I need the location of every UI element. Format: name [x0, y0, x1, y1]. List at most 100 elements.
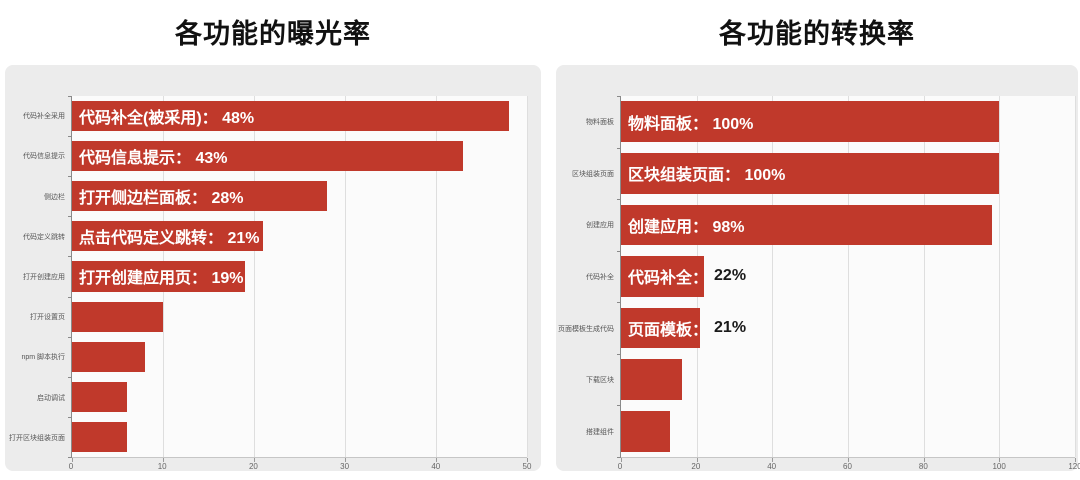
- x-axis-tick: [527, 458, 528, 462]
- chart-title: 各功能的曝光率: [175, 19, 371, 49]
- x-tick-label: 60: [843, 462, 852, 471]
- bar-row: 创建应用： 98%: [621, 199, 1075, 251]
- bar-row: 代码信息提示： 43%: [72, 136, 527, 176]
- bar-annotation: 创建应用： 98%: [628, 199, 744, 251]
- x-axis-tick: [848, 458, 849, 462]
- y-axis-label: 下载区块: [586, 377, 614, 385]
- gridline: [436, 96, 437, 457]
- x-axis-tick: [345, 458, 346, 462]
- x-axis-tick: [1075, 458, 1076, 462]
- y-axis-tick: [617, 96, 621, 97]
- y-axis-tick: [68, 96, 72, 97]
- y-axis-tick: [68, 176, 72, 178]
- bar: [621, 410, 671, 452]
- x-tick-label: 30: [340, 462, 350, 471]
- bar-annotation: 代码补全： 22%: [628, 251, 746, 303]
- y-axis-label: 打开区块组装页面: [9, 434, 65, 442]
- annotation-label: 创建应用： 98%: [628, 218, 745, 236]
- y-axis-tick: [68, 336, 72, 338]
- annotation-label: 打开侧边栏面板： 28%: [79, 190, 244, 208]
- bar: [72, 421, 127, 452]
- y-axis-label: 启动调试: [37, 394, 65, 402]
- bar-row: 打开创建应用页： 19%: [72, 256, 527, 296]
- x-axis-tick: [621, 458, 622, 462]
- annotation-label: 打开创建应用页： 19%: [79, 270, 244, 288]
- x-axis-labels: 0 10 20 30 40 50: [69, 462, 532, 474]
- gridline: [772, 96, 774, 457]
- y-axis-label: 搭建组件: [586, 429, 614, 437]
- annotation-label: 代码补全：: [628, 270, 709, 288]
- bar: [621, 307, 701, 349]
- x-axis-tick: [923, 458, 925, 462]
- y-axis-tick: [617, 405, 621, 407]
- y-axis-tick: [68, 256, 72, 258]
- gridline: [345, 96, 346, 457]
- x-axis-tick: [696, 458, 698, 462]
- x-axis-tick: [254, 458, 255, 462]
- chart-title: 各功能的转换率: [719, 19, 915, 49]
- plot-area: 物料面板： 100% 区块组装页面： 100% 创建应用： 98% 代码补全： 22% 页…: [617, 96, 1076, 462]
- bar-row: [72, 297, 527, 337]
- bar-row: 页面模板： 21%: [621, 302, 1075, 354]
- gridline: [923, 96, 925, 457]
- bar: [72, 221, 264, 252]
- bar: [621, 204, 992, 246]
- chart-panel: 物料面板 区块组装页面 创建应用 代码补全 页面模板生成代码 下载区块 搭建组件 物料面板：…: [556, 65, 1080, 474]
- y-axis-tick: [68, 457, 72, 458]
- y-axis-tick: [68, 416, 72, 418]
- gridline: [527, 96, 528, 457]
- gridline: [999, 96, 1001, 457]
- bar: [72, 101, 509, 132]
- x-tick-label: 20: [691, 462, 701, 471]
- bar: [72, 341, 145, 372]
- y-axis-label: 代码定义跳转: [23, 233, 65, 241]
- y-axis-tick: [617, 147, 621, 149]
- x-tick-label: 40: [431, 462, 441, 471]
- y-axis-tick: [617, 457, 621, 458]
- x-axis-tick: [72, 458, 73, 462]
- bar-annotation: 代码信息提示： 43%: [79, 136, 227, 176]
- x-axis-tick: [163, 458, 164, 462]
- y-axis-label: 物料面板: [586, 118, 614, 126]
- bar-annotation: 物料面板： 100%: [628, 96, 753, 148]
- bar-row: [72, 377, 527, 417]
- x-tick-label: 40: [767, 462, 777, 471]
- bar-row: 点击代码定义跳转： 21%: [72, 216, 527, 256]
- x-tick-label: 80: [918, 462, 928, 471]
- bar-annotation: 打开创建应用页： 19%: [79, 256, 243, 296]
- y-axis-label: 代码补全采用: [23, 113, 65, 121]
- gridline: [848, 96, 849, 457]
- exposure-rate-chart: 各功能的曝光率 代码补全采用 代码信息提示 侧边栏 代码定义跳转 打开创建应用 打开设置页…: [5, 0, 541, 480]
- x-tick-label: 20: [248, 462, 258, 471]
- bar-annotation: 区块组装页面： 100%: [628, 148, 785, 200]
- y-axis-tick: [68, 376, 72, 378]
- bar-row: 区块组装页面： 100%: [621, 148, 1075, 200]
- x-axis-tick: [772, 458, 774, 462]
- y-axis-tick: [68, 216, 72, 218]
- annotation-label: 区块组装页面： 100%: [628, 167, 786, 185]
- bar-row: [621, 405, 1075, 457]
- y-axis-tick: [617, 250, 621, 252]
- x-tick-label: 120: [1068, 462, 1080, 471]
- y-axis-tick: [617, 302, 621, 304]
- x-axis-tick: [999, 458, 1001, 462]
- y-axis-tick: [617, 353, 621, 355]
- y-axis-label: 打开设置页: [30, 314, 65, 322]
- x-axis-labels: 0 20 40 60 80 100 120: [618, 462, 1080, 474]
- y-axis-label: 代码信息提示: [23, 153, 65, 161]
- bar: [72, 181, 327, 212]
- annotation-label: 物料面板： 100%: [628, 115, 754, 133]
- bar-row: 代码补全： 22%: [621, 251, 1075, 303]
- y-axis-label: 区块组装页面: [572, 170, 614, 178]
- annotation-label: 点击代码定义跳转： 21%: [79, 230, 260, 248]
- y-axis-tick: [617, 199, 621, 201]
- bar-annotation: 点击代码定义跳转： 21%: [79, 216, 259, 256]
- annotation-value-outside: 22%: [714, 267, 747, 285]
- bar: [621, 256, 705, 297]
- y-axis-label: 代码补全: [586, 274, 614, 281]
- bar-row: [72, 417, 527, 457]
- bar: [621, 101, 1000, 143]
- y-axis-label: 侧边栏: [44, 193, 65, 201]
- y-axis-tick: [68, 136, 72, 138]
- x-tick-label: 100: [992, 462, 1006, 471]
